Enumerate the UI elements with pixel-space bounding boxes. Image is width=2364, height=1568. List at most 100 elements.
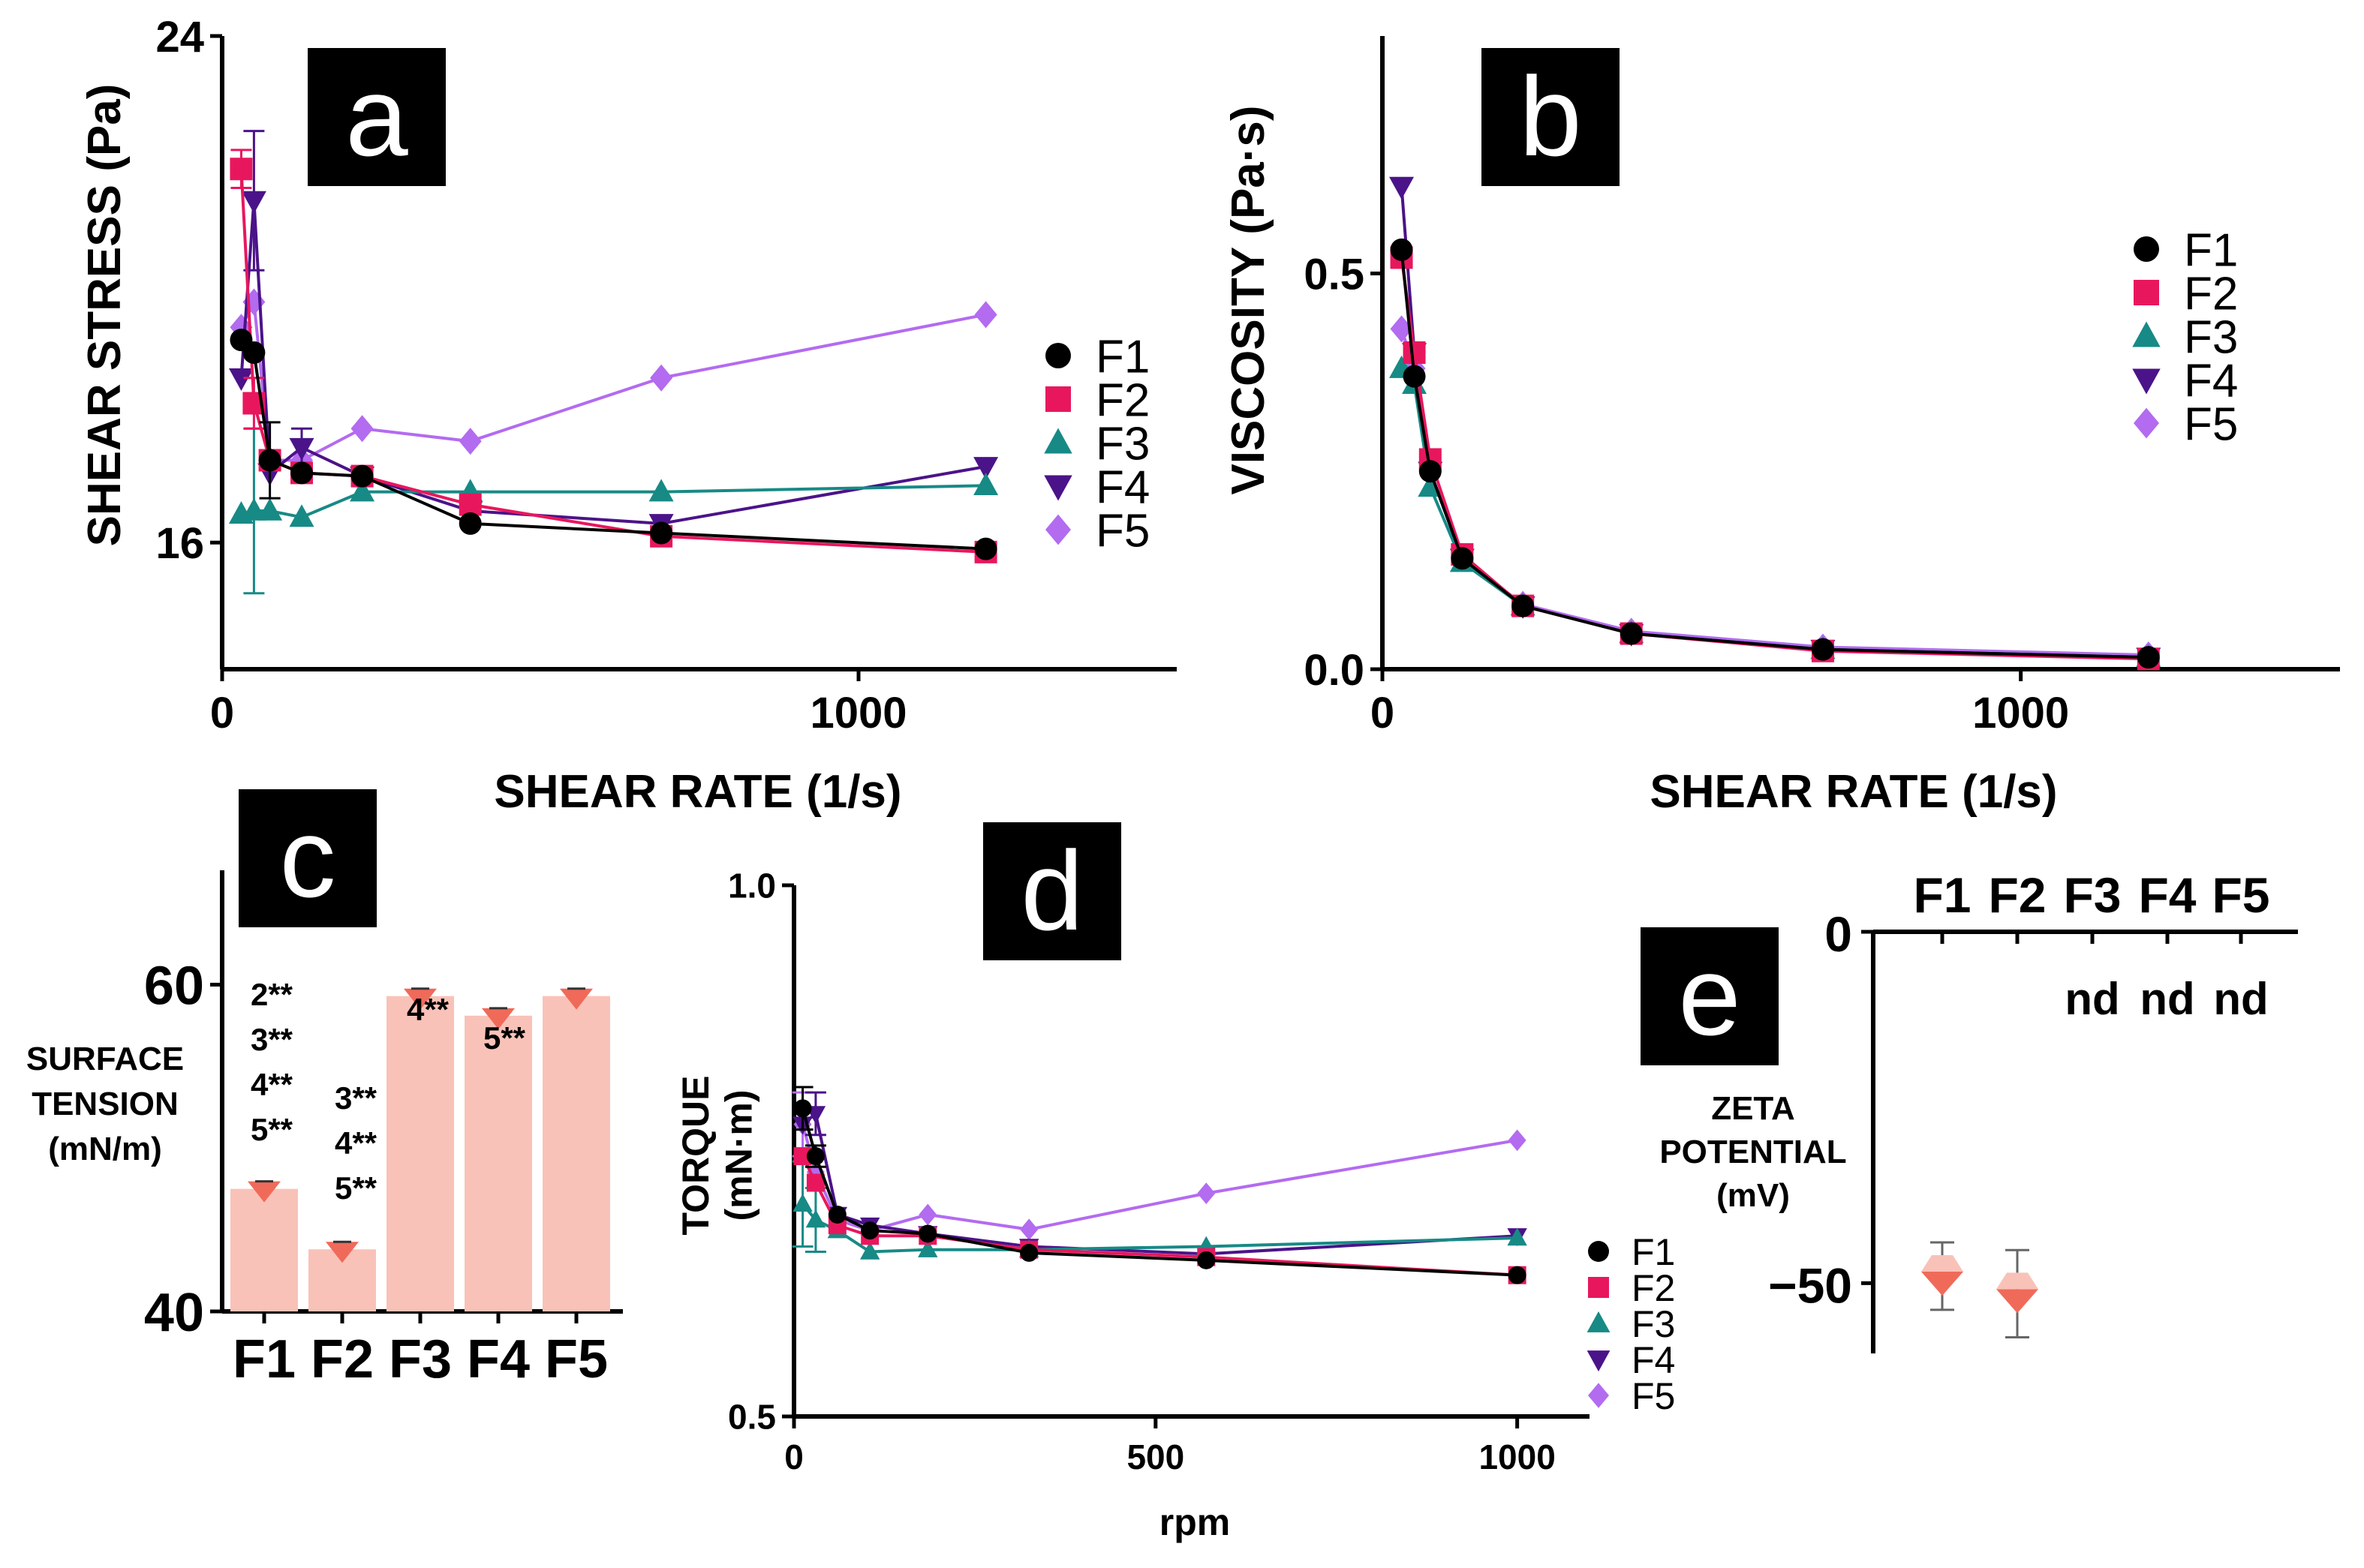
chart-a-point-F2 xyxy=(230,158,253,181)
chart-d-legend-marker-F4 xyxy=(1587,1350,1611,1372)
chart-c: 40 60 F1 2** 3** 4** 5** F2 3** 4** 5** F3 4** F4 5** F… xyxy=(26,870,623,1389)
chart-b-legend-marker-F3 xyxy=(2132,321,2161,347)
chart-a-point-F4 xyxy=(289,437,314,461)
chart-b-point-F1 xyxy=(1390,238,1413,261)
chart-a-legend-label-F4: F4 xyxy=(1096,461,1150,513)
chart-b-x-tick-label: 1000 xyxy=(1972,689,2069,737)
chart-c-significance-F3: 4** xyxy=(407,992,450,1027)
chart-b-point-F1 xyxy=(1620,622,1643,645)
chart-a-point-F4 xyxy=(228,368,254,392)
chart-b-x-tick-label: 0 xyxy=(1370,689,1394,737)
chart-b-point-F1 xyxy=(1403,365,1426,388)
chart-d-point-F2 xyxy=(806,1173,825,1192)
chart-c-x-tick-label-F5: F5 xyxy=(545,1329,608,1389)
chart-e: 0 −50 F1 F2 F3 nd F4 nd F5 nd ZETA POTENTIAL (mV) xyxy=(1659,867,2298,1353)
chart-d-point-F3 xyxy=(1507,1227,1527,1246)
chart-a-y-tick-label: 16 xyxy=(155,519,204,568)
chart-d-point-F5 xyxy=(1197,1182,1216,1205)
chart-b-point-F1 xyxy=(2137,646,2160,669)
chart-a-line-F4 xyxy=(239,200,986,525)
chart-a-x-title: SHEAR RATE (1/s) xyxy=(494,766,901,818)
panel-label-b-box xyxy=(1481,48,1620,186)
chart-c-significance-F4: 5** xyxy=(483,1020,526,1056)
chart-b-legend-marker-F4 xyxy=(2132,368,2161,395)
chart-d-point-F1 xyxy=(919,1224,937,1243)
chart-d-point-F1 xyxy=(793,1099,812,1118)
panel-label-c-text: c xyxy=(280,795,336,921)
chart-c-significance-F1: 5** xyxy=(251,1112,293,1147)
chart-e-annotation-F3: nd xyxy=(2065,974,2119,1024)
chart-c-bar-F5 xyxy=(543,996,610,1311)
chart-e-x-tick-label-F5: F5 xyxy=(2212,867,2269,923)
panel-label-e: e xyxy=(1641,927,1779,1065)
chart-d-point-F1 xyxy=(806,1147,825,1166)
chart-a-line-F1 xyxy=(240,338,986,551)
panel-label-e-text: e xyxy=(1678,933,1740,1059)
chart-b-point-F4 xyxy=(1389,176,1415,200)
chart-b-legend-marker-F1 xyxy=(2134,236,2159,262)
chart-c-y-tick-label: 40 xyxy=(144,1283,204,1343)
chart-a-legend-label-F2: F2 xyxy=(1096,374,1150,426)
chart-a-y-tick-label: 24 xyxy=(155,13,204,62)
panel-label-d-text: d xyxy=(1021,828,1083,954)
chart-a-legend-marker-F4 xyxy=(1044,475,1072,501)
chart-b-legend-label-F1: F1 xyxy=(2184,224,2238,276)
panel-label-a: a xyxy=(308,48,446,186)
chart-b-point-F1 xyxy=(1811,638,1834,661)
chart-a-point-F3 xyxy=(350,479,375,502)
chart-a-line-F5 xyxy=(239,296,986,462)
chart-c-y-tick-label: 60 xyxy=(144,956,204,1016)
chart-a-point-F4 xyxy=(973,457,999,480)
chart-a-point-F5 xyxy=(974,301,997,329)
chart-d-point-F1 xyxy=(1197,1251,1216,1269)
chart-d-point-F3 xyxy=(793,1194,813,1212)
chart-c-x-tick-label-F1: F1 xyxy=(233,1329,296,1389)
chart-e-annotation-F4: nd xyxy=(2140,974,2194,1024)
chart-c-bar-marker-F4 xyxy=(482,1008,515,1029)
chart-a-point-F3 xyxy=(257,497,283,521)
chart-a-legend-marker-F3 xyxy=(1044,428,1072,454)
chart-b-legend-marker-F2 xyxy=(2134,280,2159,305)
chart-a-point-F1 xyxy=(350,464,374,488)
chart-d-legend-label-F5: F5 xyxy=(1632,1375,1675,1417)
chart-b-line-F1 xyxy=(1400,249,2149,659)
chart-b-y-title: VISCOSITY (Pa·s) xyxy=(1223,105,1274,494)
chart-e-x-tick-label-F3: F3 xyxy=(2063,867,2121,923)
chart-a-point-F3 xyxy=(289,504,314,527)
panel-label-b-text: b xyxy=(1519,53,1581,179)
chart-a-x-tick-label: 0 xyxy=(210,689,234,737)
chart-e-x-tick-label-F4: F4 xyxy=(2138,867,2196,923)
chart-d-point-F3 xyxy=(805,1209,826,1228)
chart-b-point-F1 xyxy=(1511,594,1535,617)
panel-label-d: d xyxy=(983,822,1121,960)
chart-d-legend-label-F2: F2 xyxy=(1632,1267,1675,1309)
chart-a-legend-label-F5: F5 xyxy=(1096,505,1150,557)
chart-d-point-F1 xyxy=(1508,1266,1526,1284)
chart-d-point-F5 xyxy=(1508,1129,1526,1152)
chart-a-point-F1 xyxy=(459,512,482,535)
chart-a-x-tick-label: 1000 xyxy=(810,689,907,737)
chart-c-y-title: SURFACE xyxy=(26,1041,184,1077)
chart-b-x-title: SHEAR RATE (1/s) xyxy=(1650,766,2057,818)
chart-a-point-F4 xyxy=(241,191,266,214)
chart-b-line-F4 xyxy=(1400,186,2149,659)
chart-a-legend-label-F1: F1 xyxy=(1096,331,1150,383)
chart-d-legend-marker-F3 xyxy=(1587,1311,1611,1332)
chart-d-x-title: rpm xyxy=(1159,1501,1230,1543)
chart-a-point-F3 xyxy=(973,472,999,495)
chart-c-bar-F1 xyxy=(230,1188,298,1311)
chart-d-line-F4 xyxy=(802,1110,1517,1256)
chart-c-x-tick-label-F3: F3 xyxy=(389,1329,452,1389)
chart-d-legend-marker-F1 xyxy=(1588,1241,1609,1262)
chart-c-y-title: TENSION xyxy=(32,1086,179,1122)
chart-d-y-title: (mN·m) xyxy=(718,1090,760,1221)
chart-a-point-F5 xyxy=(350,415,374,443)
chart-c-significance-F1: 2** xyxy=(251,977,293,1012)
chart-a-point-F1 xyxy=(258,449,281,472)
chart-a-legend-label-F3: F3 xyxy=(1096,418,1150,470)
chart-d-line-F5 xyxy=(801,1124,1517,1233)
chart-b-legend-label-F5: F5 xyxy=(2184,398,2238,450)
chart-e-y-tick-label: −50 xyxy=(1768,1257,1852,1313)
